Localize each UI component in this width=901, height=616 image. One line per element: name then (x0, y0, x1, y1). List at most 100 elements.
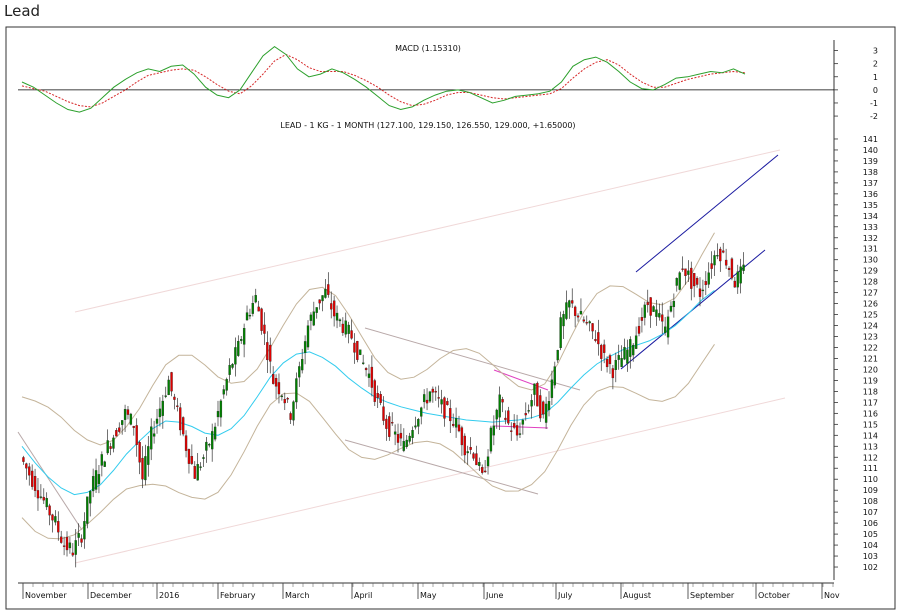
price-candle (417, 418, 420, 435)
price-candle (94, 458, 98, 493)
price-tick-label: 103 (863, 552, 878, 561)
price-candle (605, 356, 609, 373)
macd-panel-title: MACD (1.15310) (395, 44, 461, 53)
candle-body (693, 273, 696, 287)
price-candle (330, 291, 333, 319)
price-tick-label: 136 (863, 190, 878, 199)
candle-body (463, 435, 466, 456)
price-candle (362, 354, 365, 365)
candle-body (271, 374, 275, 384)
candle-body (658, 313, 661, 318)
candle-body (382, 406, 385, 421)
price-candle (298, 361, 301, 387)
price-candle (576, 313, 580, 322)
month-label: 2016 (159, 591, 179, 600)
candle-body (411, 430, 414, 438)
candle-body (512, 423, 516, 428)
price-candle (335, 305, 339, 329)
candle-body (184, 435, 188, 451)
price-candle (408, 432, 411, 444)
candle-body (237, 340, 240, 356)
candle-body (234, 347, 237, 365)
price-candle (280, 394, 284, 401)
candle-body (118, 427, 121, 432)
price-candle (585, 315, 588, 326)
price-candle (565, 290, 568, 321)
candle-body (608, 355, 612, 365)
candle-body (724, 259, 728, 266)
month-label: Nov (824, 591, 840, 600)
candle-body (568, 300, 571, 308)
price-tick-label: 121 (863, 354, 878, 363)
price-candle (481, 464, 484, 475)
price-candle (742, 252, 745, 275)
candle-body (385, 418, 388, 429)
price-candle (118, 422, 121, 434)
price-candle (562, 310, 565, 340)
price-candle (515, 414, 519, 441)
candle-body (579, 310, 583, 315)
candle-body (550, 379, 554, 398)
candle-body (91, 476, 95, 492)
price-tick-label: 139 (863, 157, 878, 166)
price-candle (89, 490, 92, 517)
price-candle (443, 396, 446, 427)
price-candle (266, 331, 269, 374)
candle-body (77, 533, 80, 538)
candle-body (164, 395, 167, 397)
price-candle (100, 451, 104, 477)
candle-body (222, 389, 225, 395)
price-candle (579, 298, 583, 315)
price-candle (582, 316, 586, 324)
price-candle (626, 339, 629, 372)
price-candle (211, 423, 214, 462)
price-candle (695, 276, 699, 288)
candle-body (129, 413, 133, 425)
candle-body (80, 538, 83, 543)
price-tick-label: 106 (863, 519, 878, 528)
candle-body (213, 426, 217, 440)
price-candle (216, 400, 220, 427)
price-candle (719, 246, 722, 272)
candle-body (289, 413, 292, 420)
candle-body (472, 453, 475, 459)
candle-body (231, 364, 234, 368)
candle-body (373, 380, 376, 402)
candle-body (640, 317, 644, 321)
candle-body (269, 344, 272, 362)
month-label: May (420, 591, 437, 600)
price-candle (80, 534, 83, 548)
candle-body (643, 304, 646, 318)
candle-body (318, 299, 321, 304)
price-candle (274, 374, 278, 399)
price-candle (611, 365, 615, 390)
price-candles (22, 242, 745, 568)
price-candle (492, 415, 496, 446)
candle-body (283, 399, 286, 404)
candle-body (94, 470, 98, 490)
candle-body (312, 311, 315, 326)
price-tick-label: 110 (863, 475, 878, 484)
price-candle (617, 344, 620, 370)
price-candle (263, 312, 266, 346)
candle-body (588, 321, 591, 324)
price-candle (341, 317, 345, 336)
candle-body (617, 355, 620, 360)
long-channel-lower (74, 397, 786, 564)
candle-body (350, 330, 353, 339)
price-candle (155, 409, 159, 434)
candle-body (359, 349, 362, 355)
price-candle (97, 464, 101, 494)
candle-body (379, 394, 382, 403)
price-candle (463, 433, 466, 464)
price-candle (141, 446, 144, 489)
price-tick-label: 107 (863, 508, 878, 517)
candle-body (260, 308, 263, 331)
candle-body (97, 474, 101, 485)
price-tick-label: 115 (863, 420, 878, 429)
price-candle (179, 403, 182, 436)
bollinger-lower-band (21, 344, 715, 540)
price-candle (478, 457, 481, 472)
price-candle (588, 320, 591, 332)
price-tick-label: 123 (863, 333, 878, 342)
